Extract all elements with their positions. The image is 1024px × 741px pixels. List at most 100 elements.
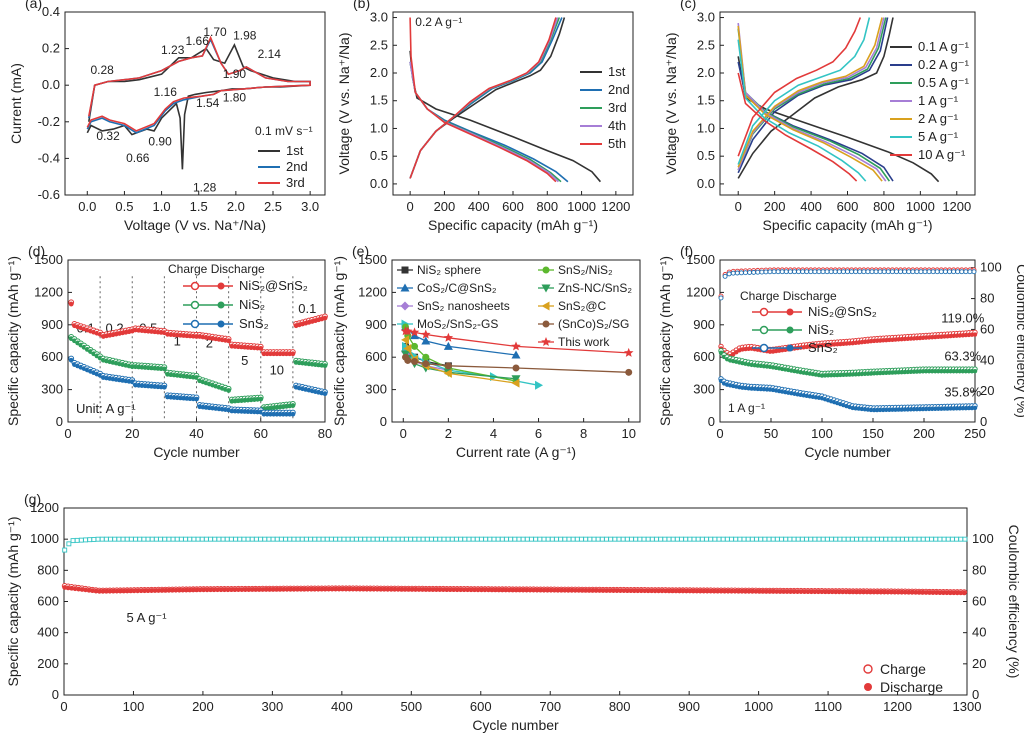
ce-point (862, 536, 868, 542)
ce-point (889, 269, 895, 275)
ce-point (378, 536, 384, 542)
ce-point (604, 536, 609, 542)
ce-point (899, 536, 905, 542)
x-tick-label: 20 (125, 426, 139, 441)
ce-point (278, 536, 284, 542)
ce-point (729, 536, 734, 542)
y-tick-label: 300 (41, 382, 63, 397)
y-tick-label: 1.5 (370, 93, 388, 108)
ce-point (558, 536, 564, 542)
x-tick-label: 0 (400, 426, 407, 441)
y-tick-label: 0 (708, 414, 715, 429)
ce-point (751, 269, 757, 275)
rate-label: 1 A g⁻¹ (728, 401, 765, 415)
discharge-point (194, 396, 199, 402)
y-tick-label: 900 (41, 317, 63, 332)
rate-label: 5 A g⁻¹ (127, 610, 168, 625)
ce-point (926, 269, 932, 275)
y-tick-label: 1200 (358, 284, 387, 299)
discharge-point (972, 332, 978, 337)
ce-point (491, 536, 497, 542)
ce-point (866, 536, 872, 542)
legend-label: 1st (286, 143, 304, 158)
ce-point (212, 536, 218, 542)
x-tick-label: 600 (837, 199, 859, 214)
ce-point (895, 536, 901, 542)
legend-label: SnS₂ nanosheets (417, 299, 510, 313)
ce-point (934, 269, 940, 275)
ce-point (241, 536, 247, 542)
rate-label: 10 (270, 362, 284, 377)
ce-point (771, 269, 777, 275)
ce-point (228, 536, 234, 542)
discharge-curve (409, 61, 562, 183)
ce-point (449, 536, 455, 542)
ce-point (933, 536, 939, 542)
ce-point (840, 269, 846, 275)
y2-tick-label: 100 (980, 260, 1002, 275)
data-point (411, 342, 419, 350)
discharge-point (161, 384, 167, 390)
ce-point (658, 536, 664, 542)
legend-label: NiS₂ (808, 322, 834, 337)
ce-point (295, 536, 301, 542)
ce-point (620, 536, 626, 542)
ce-point (608, 536, 614, 542)
ce-point (783, 269, 789, 275)
legend-marker-discharge (786, 344, 794, 352)
rate-label: 0.2 A g⁻¹ (415, 15, 462, 29)
y-tick-label: 800 (37, 562, 59, 577)
ce-point (910, 269, 916, 275)
ce-point (908, 536, 914, 542)
ce-point (937, 536, 943, 542)
ce-point (454, 536, 459, 542)
ce-point (808, 536, 814, 542)
ce-point (733, 536, 739, 542)
panel-f: (f)0 50 100 150 200 250030060090012001500Cycl… (657, 243, 1024, 460)
ce-point (274, 536, 280, 542)
x-tick-label: 600 (502, 199, 524, 214)
data-point (422, 353, 430, 361)
ce-point (854, 536, 860, 542)
x-tick-label: 150 (862, 426, 884, 441)
ce-point (741, 536, 747, 542)
x-tick-label: 0 (716, 426, 723, 441)
rate-label: 1 (174, 333, 181, 348)
legend-label: CoS₂/C@SnS₂ (417, 281, 497, 295)
data-point (403, 326, 413, 336)
ce-point (408, 536, 414, 542)
y-axis-label: Voltage (V vs. Na⁺/Na) (663, 32, 679, 174)
y-axis-label: Current (mA) (8, 63, 24, 144)
ce-point (158, 536, 164, 542)
ce-point (483, 536, 489, 542)
ce-point (720, 536, 726, 542)
legend-marker-discharge (786, 308, 794, 316)
ce-point (799, 536, 805, 542)
ce-point (99, 536, 105, 542)
legend-label: NiS₂ sphere (417, 263, 481, 277)
ce-point (891, 536, 897, 542)
ce-point (718, 295, 724, 301)
ce-point (624, 536, 630, 542)
peak-label: 1.16 (154, 85, 178, 99)
y-tick-label: 2.0 (370, 65, 388, 80)
y2-tick-label: 20 (972, 656, 986, 671)
ce-point (941, 536, 947, 542)
y-tick-label: 200 (37, 656, 59, 671)
y-tick-label: 300 (693, 382, 715, 397)
data-point (400, 301, 410, 311)
y-tick-label: 400 (37, 625, 59, 640)
ce-point (914, 269, 920, 275)
ce-point (87, 537, 93, 543)
peak-label: 0.32 (96, 129, 120, 143)
ce-point (216, 536, 222, 542)
x-tick-label: 1200 (942, 199, 971, 214)
legend-label: This work (558, 335, 610, 349)
y2-tick-label: 80 (980, 291, 994, 306)
x-tick-label: 0.5 (115, 199, 133, 214)
legend-label: 5th (608, 136, 626, 151)
legend-label: 0.1 A g⁻¹ (918, 39, 970, 54)
ce-point (516, 536, 522, 542)
ce-point (224, 536, 230, 542)
y-axis-label: Specific capacity (mAh g⁻¹) (5, 517, 21, 687)
